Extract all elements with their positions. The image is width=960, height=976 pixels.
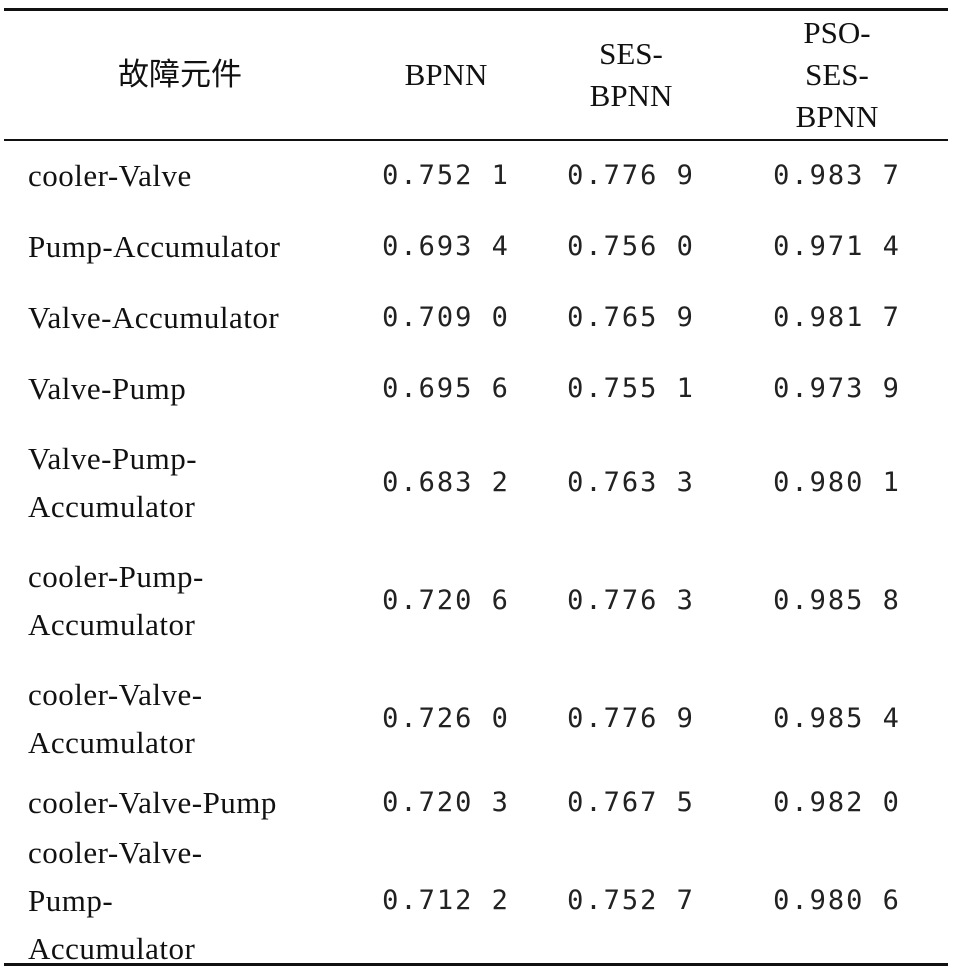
header-cell: BPNN: [356, 10, 536, 141]
value-text: 0.712 2: [382, 885, 510, 916]
label-text: cooler-Valve-Pump-Accumulator: [28, 835, 203, 966]
value-text: 0.980 6: [773, 885, 901, 916]
value-cell: 0.776 3: [536, 542, 726, 660]
table-row: cooler-Valve-Accumulator 0.726 0 0.776 9 0.…: [4, 660, 948, 778]
value-text: 0.752 1: [382, 160, 510, 191]
value-cell: 0.726 0: [356, 660, 536, 778]
value-cell: 0.709 0: [356, 282, 536, 353]
row-label: cooler-Valve-Pump-Accumulator: [4, 828, 356, 974]
value-text: 0.720 6: [382, 585, 510, 616]
label-text: cooler-Pump-Accumulator: [28, 559, 204, 642]
value-cell: 0.683 2: [356, 424, 536, 542]
value-text: 0.776 9: [567, 703, 695, 734]
value-text: 0.765 9: [567, 301, 695, 333]
table-row: Valve-Pump-Accumulator 0.683 2 0.763 3 0.98…: [4, 424, 948, 542]
table-header: 故障元件 BPNN SES-BPNN PSO-SES-BPNN: [4, 9, 948, 141]
label-text: Valve-Accumulator: [28, 299, 280, 335]
table-row: Valve-Accumulator 0.709 0 0.765 9 0.981 7: [4, 282, 948, 353]
value-text: 0.776 9: [567, 160, 695, 191]
value-text: 0.982 0: [773, 787, 901, 818]
value-text: 0.720 3: [382, 787, 510, 818]
value-text: 0.695 6: [382, 372, 510, 404]
header-text: BPNN: [404, 57, 488, 92]
value-text: 0.981 7: [773, 301, 901, 333]
table-row: cooler-Valve-Pump-Accumulator 0.712 2 0.75…: [4, 828, 948, 974]
value-cell: 0.973 9: [726, 353, 948, 424]
value-cell: 0.765 9: [536, 282, 726, 353]
value-cell: 0.985 4: [726, 660, 948, 778]
value-cell: 0.982 0: [726, 778, 948, 828]
value-text: 0.693 4: [382, 230, 510, 262]
value-cell: 0.767 5: [536, 778, 726, 828]
label-text: cooler-Valve-Pump: [28, 785, 277, 820]
row-label: Valve-Pump-Accumulator: [4, 424, 356, 542]
value-text: 0.971 4: [773, 230, 901, 262]
value-cell: 0.693 4: [356, 211, 536, 282]
row-label: Valve-Accumulator: [4, 282, 356, 353]
table-row: cooler-Valve 0.752 1 0.776 9 0.983 7: [4, 140, 948, 211]
header-text: SES-BPNN: [589, 36, 673, 113]
value-cell: 0.763 3: [536, 424, 726, 542]
value-cell: 0.985 8: [726, 542, 948, 660]
table-wrap: 故障元件 BPNN SES-BPNN PSO-SES-BPNN cooler-Valv…: [4, 8, 948, 974]
value-text: 0.776 3: [567, 585, 695, 616]
value-cell: 0.720 6: [356, 542, 536, 660]
value-text: 0.973 9: [773, 372, 901, 404]
label-text: Pump-Accumulator: [28, 228, 281, 264]
value-text: 0.980 1: [773, 467, 901, 498]
value-cell: 0.776 9: [536, 140, 726, 211]
value-cell: 0.695 6: [356, 353, 536, 424]
value-cell: 0.712 2: [356, 828, 536, 974]
value-cell: 0.980 6: [726, 828, 948, 974]
value-text: 0.985 8: [773, 585, 901, 616]
value-text: 0.985 4: [773, 703, 901, 734]
value-text: 0.726 0: [382, 703, 510, 734]
label-text: Valve-Pump: [28, 370, 187, 406]
table-row: cooler-Pump-Accumulator 0.720 6 0.776 3 0.9…: [4, 542, 948, 660]
table-row: Valve-Pump 0.695 6 0.755 1 0.973 9: [4, 353, 948, 424]
header-text: 故障元件: [118, 57, 242, 92]
header-text: PSO-SES-BPNN: [795, 15, 879, 134]
value-text: 0.756 0: [567, 230, 695, 262]
table-row: cooler-Valve-Pump 0.720 3 0.767 5 0.982 0: [4, 778, 948, 828]
header-cell: PSO-SES-BPNN: [726, 10, 948, 141]
value-text: 0.763 3: [567, 467, 695, 498]
row-label: cooler-Pump-Accumulator: [4, 542, 356, 660]
header-cell: 故障元件: [4, 10, 356, 141]
label-text: cooler-Valve-Accumulator: [28, 677, 203, 760]
label-text: cooler-Valve: [28, 158, 192, 193]
value-cell: 0.720 3: [356, 778, 536, 828]
row-label: cooler-Valve-Pump: [4, 778, 356, 828]
value-text: 0.755 1: [567, 372, 695, 404]
row-label: cooler-Valve-Accumulator: [4, 660, 356, 778]
value-text: 0.983 7: [773, 160, 901, 191]
value-cell: 0.755 1: [536, 353, 726, 424]
table-body: cooler-Valve 0.752 1 0.776 9 0.983 7 Pump-Ac…: [4, 140, 948, 974]
header-cell: SES-BPNN: [536, 10, 726, 141]
results-table: 故障元件 BPNN SES-BPNN PSO-SES-BPNN cooler-Valv…: [4, 8, 948, 974]
value-cell: 0.971 4: [726, 211, 948, 282]
value-cell: 0.980 1: [726, 424, 948, 542]
value-cell: 0.756 0: [536, 211, 726, 282]
value-cell: 0.752 7: [536, 828, 726, 974]
row-label: Valve-Pump: [4, 353, 356, 424]
value-cell: 0.983 7: [726, 140, 948, 211]
value-text: 0.709 0: [382, 301, 510, 333]
value-text: 0.767 5: [567, 787, 695, 818]
label-text: Valve-Pump-Accumulator: [28, 441, 198, 524]
value-text: 0.752 7: [567, 885, 695, 916]
row-label: Pump-Accumulator: [4, 211, 356, 282]
header-row: 故障元件 BPNN SES-BPNN PSO-SES-BPNN: [4, 9, 948, 141]
value-text: 0.683 2: [382, 467, 510, 498]
bottom-rule: [4, 963, 948, 966]
value-cell: 0.981 7: [726, 282, 948, 353]
row-label: cooler-Valve: [4, 140, 356, 211]
value-cell: 0.776 9: [536, 660, 726, 778]
table-row: Pump-Accumulator 0.693 4 0.756 0 0.971 4: [4, 211, 948, 282]
value-cell: 0.752 1: [356, 140, 536, 211]
